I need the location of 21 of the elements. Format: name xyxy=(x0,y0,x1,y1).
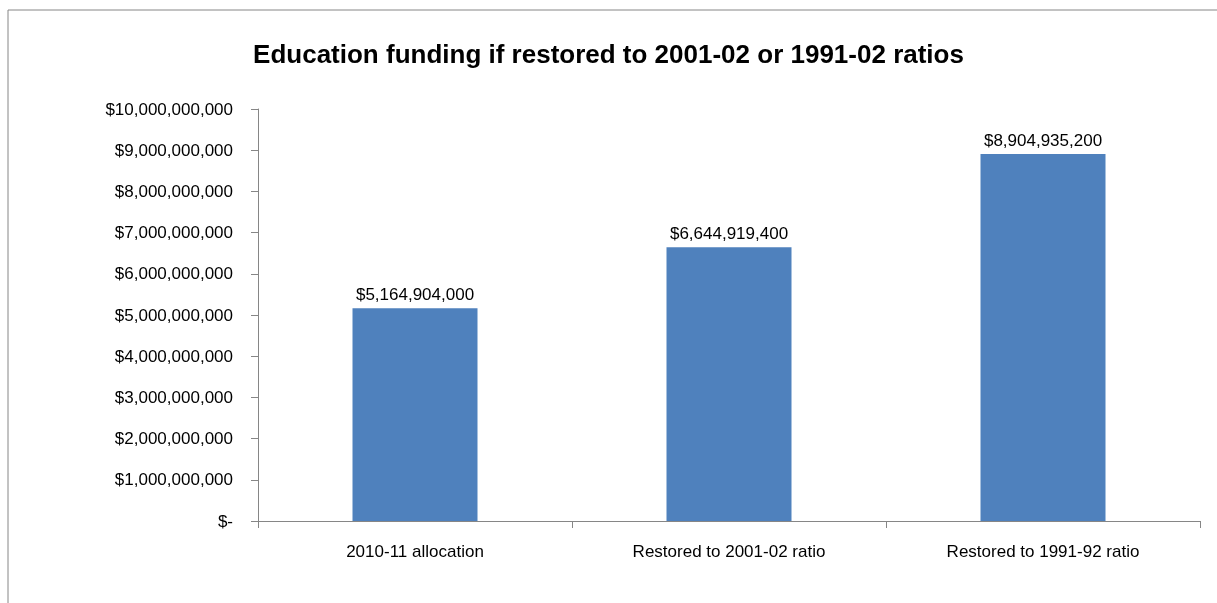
y-tick-label: $5,000,000,000 xyxy=(114,305,233,325)
y-tick-label: $7,000,000,000 xyxy=(114,223,233,243)
y-tick-label: $2,000,000,000 xyxy=(114,429,233,449)
data-label: $8,904,935,200 xyxy=(983,131,1103,151)
chart-title: Education funding if restored to 2001-02 or 1991-02 ratios xyxy=(253,39,964,69)
x-tick-label: Restored to 2001-02 ratio xyxy=(632,542,826,561)
y-tick-label: $10,000,000,000 xyxy=(105,99,233,119)
x-tick-label: Restored to 1991-92 ratio xyxy=(946,542,1140,561)
y-tick-label: $1,000,000,000 xyxy=(114,470,233,490)
y-tick-label: $9,000,000,000 xyxy=(114,140,233,160)
data-label: $6,644,919,400 xyxy=(669,224,789,244)
bar xyxy=(666,247,792,521)
x-tick-label: 2010-11 allocation xyxy=(346,542,484,561)
bar xyxy=(980,154,1106,521)
y-tick-label: $6,000,000,000 xyxy=(114,264,233,284)
y-tick-label: $8,000,000,000 xyxy=(114,181,233,201)
y-tick-label: $- xyxy=(217,511,233,531)
y-tick-label: $4,000,000,000 xyxy=(114,346,233,366)
bar xyxy=(352,308,478,521)
data-label: $5,164,904,000 xyxy=(355,285,475,305)
y-tick-label: $3,000,000,000 xyxy=(114,387,233,407)
